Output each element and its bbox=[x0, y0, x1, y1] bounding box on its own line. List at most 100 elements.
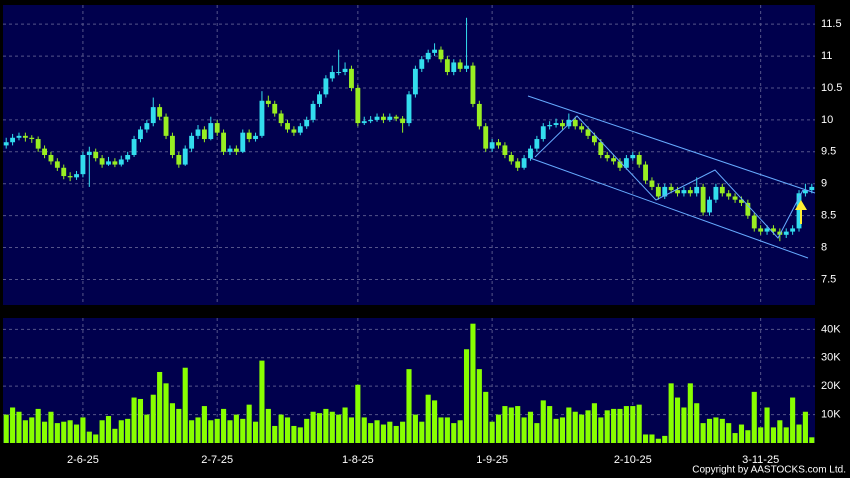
x-tick-label: 2-10-25 bbox=[614, 454, 652, 466]
volume-bar bbox=[380, 424, 386, 443]
volume-bar bbox=[400, 421, 406, 443]
volume-bar bbox=[630, 406, 636, 443]
volume-bar bbox=[387, 421, 393, 443]
volume-bar bbox=[105, 416, 112, 443]
candle-body bbox=[496, 142, 501, 146]
volume-bar bbox=[547, 406, 553, 443]
x-tick-label: 3-11-25 bbox=[742, 454, 779, 466]
candle-body bbox=[106, 161, 111, 165]
candle-body bbox=[662, 186, 668, 197]
volume-bar bbox=[144, 414, 150, 443]
volume-bar bbox=[163, 383, 169, 443]
volume-bar bbox=[643, 434, 649, 443]
volume-bar bbox=[86, 431, 92, 443]
copyright: Copyright by AASTOCKS.com Ltd. bbox=[692, 465, 846, 476]
volume-bar bbox=[706, 418, 713, 443]
candle-body bbox=[636, 155, 642, 165]
volume-bar bbox=[137, 398, 144, 443]
candle-body bbox=[649, 180, 655, 187]
volume-bar bbox=[598, 417, 604, 443]
volume-bar bbox=[3, 414, 9, 443]
candle-body bbox=[265, 100, 271, 104]
volume-bar bbox=[35, 408, 41, 443]
candle-body bbox=[349, 68, 354, 88]
candle-body bbox=[74, 174, 79, 178]
volume-bar bbox=[700, 423, 706, 443]
candle-body bbox=[176, 155, 182, 165]
candle-body bbox=[598, 142, 604, 155]
candle-body bbox=[719, 186, 725, 194]
y-tick-label: 30K bbox=[821, 352, 841, 364]
candle-body bbox=[246, 132, 252, 140]
volume-bar bbox=[566, 407, 572, 443]
volume-bar bbox=[412, 414, 418, 443]
volume-bar bbox=[796, 424, 802, 443]
volume-bar bbox=[483, 391, 489, 443]
volume-bar bbox=[662, 435, 668, 443]
volume-bar bbox=[99, 420, 105, 443]
candle-body bbox=[425, 52, 431, 60]
candle-body bbox=[291, 129, 297, 133]
candle-body bbox=[438, 49, 444, 60]
candle-body bbox=[125, 155, 131, 160]
candle-body bbox=[457, 62, 463, 69]
candle-body bbox=[368, 119, 374, 122]
y-tick-label: 9.5 bbox=[821, 146, 836, 158]
volume-bar bbox=[463, 349, 470, 443]
candle-body bbox=[617, 161, 623, 168]
candle-body bbox=[528, 148, 533, 159]
volume-bar bbox=[419, 421, 425, 443]
marks bbox=[3, 17, 815, 443]
candle-body bbox=[253, 135, 258, 140]
volume-bar bbox=[368, 423, 374, 443]
candle-body bbox=[144, 123, 150, 130]
volume-bar bbox=[42, 421, 48, 443]
volume-bar bbox=[668, 383, 674, 443]
candle-body bbox=[675, 190, 680, 194]
volume-bar bbox=[195, 417, 201, 443]
volume-bar bbox=[790, 397, 796, 443]
volume-bar bbox=[157, 371, 163, 443]
y-tick-label: 7.5 bbox=[821, 273, 836, 285]
volume-bar bbox=[29, 417, 35, 443]
price-panel bbox=[3, 5, 815, 305]
volume-bar bbox=[540, 400, 546, 443]
volume-bar bbox=[214, 418, 220, 443]
candle-body bbox=[35, 139, 41, 149]
candle-body bbox=[355, 87, 361, 124]
volume-bar bbox=[457, 420, 463, 443]
candle-body bbox=[687, 190, 693, 194]
candle-body bbox=[310, 103, 316, 120]
candle-body bbox=[48, 155, 54, 162]
volume-bar bbox=[802, 411, 808, 443]
volume-bar bbox=[227, 420, 233, 443]
volume-bar bbox=[323, 408, 329, 443]
candle-body bbox=[540, 126, 546, 140]
candle-body bbox=[623, 158, 629, 168]
candle-body bbox=[342, 68, 348, 73]
candle-body bbox=[547, 125, 553, 127]
candle-body bbox=[227, 148, 233, 152]
candle-body bbox=[163, 116, 169, 136]
volume-bar bbox=[438, 417, 444, 443]
candle-body bbox=[790, 228, 796, 232]
candle-body bbox=[611, 158, 617, 162]
volume-bar bbox=[527, 411, 534, 443]
volume-bar bbox=[355, 384, 361, 443]
candle-body bbox=[700, 186, 706, 213]
candle-body bbox=[802, 190, 808, 194]
candle-body bbox=[272, 103, 278, 114]
candle-body bbox=[361, 121, 367, 124]
volume-bar bbox=[16, 411, 22, 443]
candle-body bbox=[630, 155, 636, 159]
volume-bar bbox=[636, 404, 642, 443]
volume-bar bbox=[432, 400, 438, 443]
volume-bar bbox=[719, 418, 725, 443]
volume-bar bbox=[48, 411, 54, 443]
volume-bar bbox=[521, 417, 527, 443]
candle-body bbox=[419, 59, 425, 69]
y-tick-label: 11 bbox=[821, 50, 832, 62]
candle-body bbox=[61, 167, 67, 177]
candle-body bbox=[585, 129, 591, 136]
